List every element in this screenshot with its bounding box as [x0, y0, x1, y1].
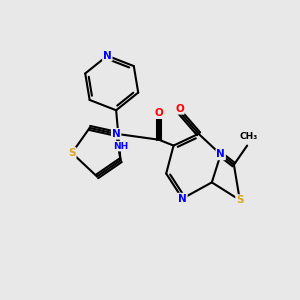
- Text: O: O: [175, 104, 184, 114]
- Text: O: O: [154, 108, 163, 118]
- Text: NH: NH: [113, 142, 128, 151]
- Text: CH₃: CH₃: [239, 132, 258, 141]
- Text: N: N: [103, 51, 112, 61]
- Text: N: N: [216, 149, 225, 159]
- Text: S: S: [68, 148, 76, 158]
- Text: N: N: [178, 194, 187, 204]
- Text: S: S: [236, 195, 244, 205]
- Text: N: N: [112, 129, 121, 139]
